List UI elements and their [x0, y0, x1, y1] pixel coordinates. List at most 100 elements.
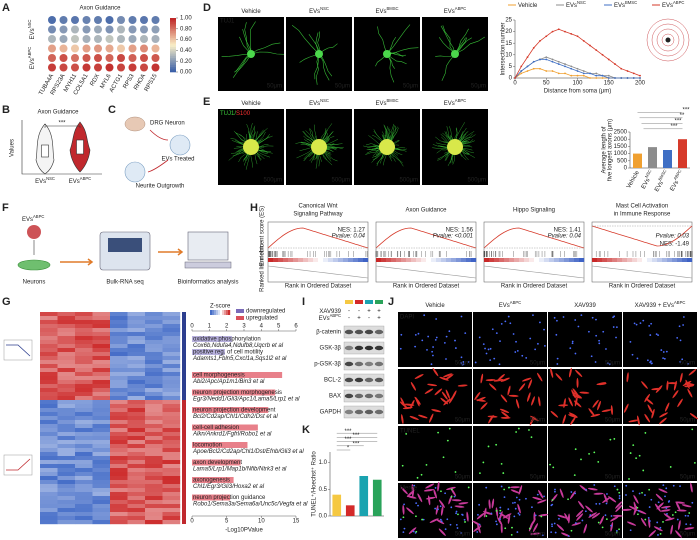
nucleus [432, 346, 434, 348]
cell [684, 384, 695, 388]
cell [576, 509, 584, 518]
sholl-ring [651, 23, 685, 57]
nucleus [613, 485, 616, 488]
rank-bar [338, 258, 344, 262]
rank-bar [642, 258, 648, 262]
scale-bar-label: 50μm [267, 84, 282, 90]
nucleus [476, 531, 479, 533]
heatmap-cell [75, 432, 93, 437]
dot [140, 25, 148, 34]
blot-strip [343, 341, 385, 355]
point [551, 60, 554, 63]
icon-keyboard [184, 261, 232, 269]
heatmap-cell [40, 496, 58, 501]
micrograph [623, 369, 697, 424]
heatmap-cell [75, 448, 93, 453]
rank-bar [574, 258, 580, 262]
column-header-sup: BMSC [386, 98, 398, 103]
trend-line [6, 458, 31, 471]
nucleus [431, 350, 434, 353]
heatmap-cell [57, 316, 76, 321]
nucleus [665, 507, 668, 510]
lane-swatch [355, 300, 363, 304]
heatmap-cell [162, 436, 181, 441]
blot-band [354, 377, 364, 383]
heatmap-cell [127, 516, 146, 521]
cell [466, 511, 469, 522]
x-tick-label: Vehicle [626, 169, 641, 189]
rank-bar [401, 258, 407, 262]
heatmap-cell [57, 448, 76, 453]
heatmap-cell [92, 496, 111, 501]
heatmap-cell [75, 344, 93, 349]
heatmap-cell [92, 424, 111, 429]
cell [679, 372, 683, 383]
nucleus [490, 512, 493, 515]
heatmap-cell [145, 444, 163, 449]
nucleus [625, 494, 627, 496]
heatmap-cell [40, 424, 58, 429]
blot-strip [343, 405, 385, 419]
go-bar [192, 389, 276, 396]
tunel-dot [446, 439, 449, 442]
heatmap-cell [75, 492, 93, 497]
cell [647, 404, 653, 414]
cell [562, 414, 567, 425]
rank-bar [381, 258, 387, 262]
x-tick-label: 0 [513, 81, 517, 87]
x-tick-label: 0 [190, 519, 194, 525]
heatmap-cell [145, 496, 163, 501]
heatmap-cell [110, 324, 128, 329]
heatmap-cell [92, 372, 111, 377]
column-header: Vehicle [241, 9, 261, 15]
heatmap-cell [92, 392, 111, 397]
tunel-dot [510, 533, 513, 536]
point [551, 30, 554, 33]
dot [128, 16, 137, 24]
cell [658, 488, 668, 493]
arrow [60, 258, 94, 266]
heatmap-cell [162, 332, 181, 337]
cell [660, 509, 671, 512]
heatmap-cell [162, 416, 181, 421]
heatmap-cell [110, 384, 128, 389]
nucleus [553, 316, 556, 319]
cell [610, 405, 613, 416]
icon-sequencer-window [108, 238, 142, 252]
stain-label-part: TUJ1/ [220, 111, 236, 117]
cell [500, 394, 508, 403]
protein-label: GAPDH [320, 410, 341, 416]
heatmap-cell [162, 404, 181, 409]
protein-label: p-GSK-3β [314, 362, 341, 368]
colorbar-label: 0.40 [180, 48, 192, 54]
heatmap-cell [110, 364, 128, 369]
rank-bar [534, 258, 540, 262]
nucleus [500, 323, 503, 325]
heatmap-cell [110, 520, 128, 525]
nucleus [460, 532, 463, 534]
nucleus [657, 534, 659, 536]
heatmap-cell [162, 444, 181, 449]
blot-band [374, 377, 384, 383]
neurite [386, 53, 395, 83]
cell [434, 388, 443, 396]
heatmap-cell [162, 376, 181, 381]
icon-monitor [187, 231, 229, 261]
column-header-sup: NSC [320, 6, 329, 11]
rank-bar [461, 258, 467, 262]
heatmap-cell [162, 440, 181, 445]
nucleus [598, 339, 600, 342]
heatmap-cell [162, 348, 181, 353]
point [614, 63, 616, 65]
heatmap-cell [92, 460, 111, 465]
cell [654, 503, 661, 512]
legend-gradient [216, 310, 219, 315]
tunel-dot [597, 461, 600, 463]
tunel-dot [517, 427, 520, 430]
dot [128, 25, 137, 34]
nucleus [423, 314, 426, 317]
y-tick-label: 0 [624, 166, 628, 172]
axis-label: Enrichment score (ES) [260, 206, 266, 266]
rank-bar [406, 258, 412, 262]
heatmap-cell [127, 348, 146, 353]
